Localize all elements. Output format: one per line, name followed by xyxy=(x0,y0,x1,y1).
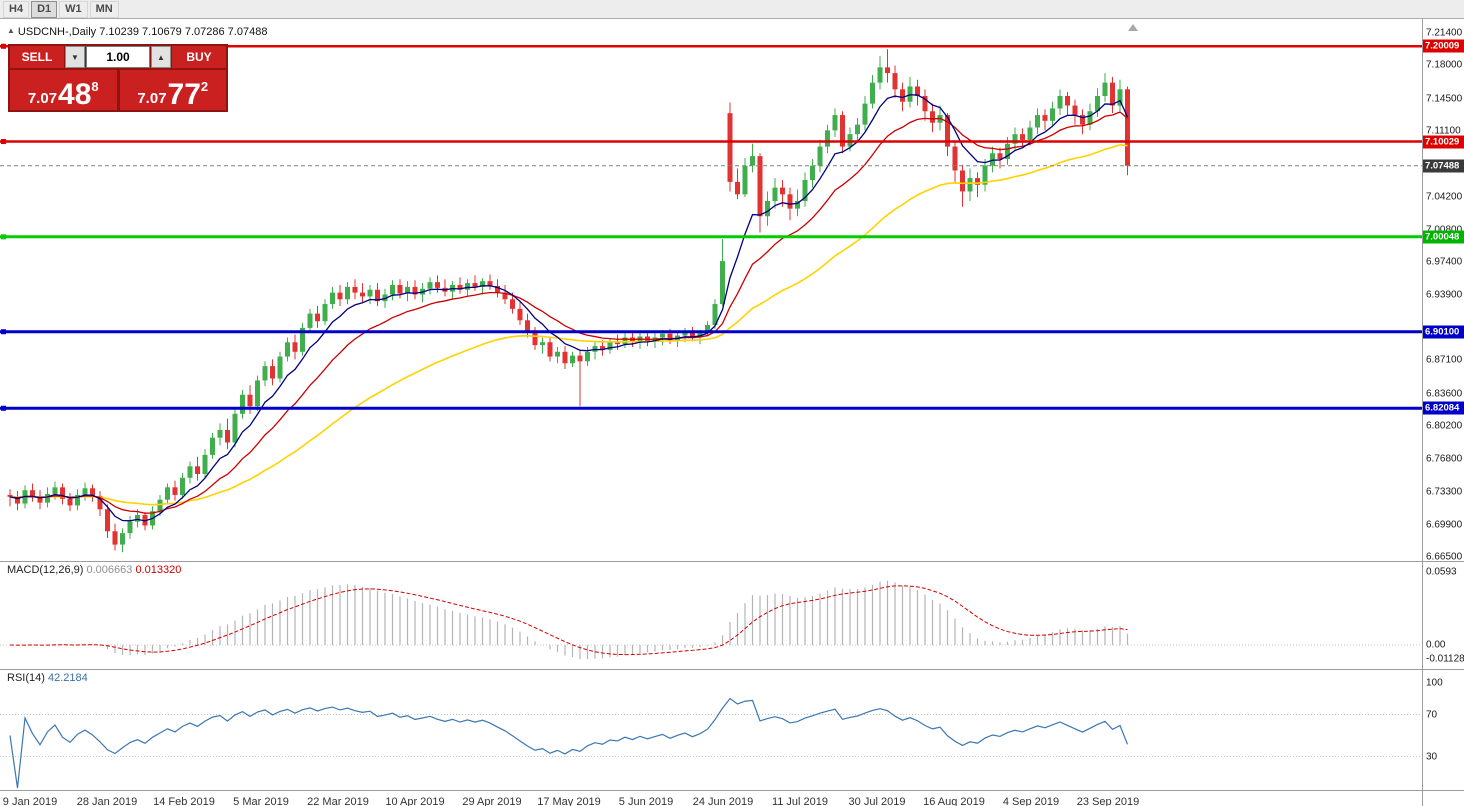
ma-fast-line xyxy=(9,94,1129,522)
candles-group xyxy=(7,49,1130,553)
lot-decrease-button[interactable]: ▼ xyxy=(65,46,85,68)
ohlc-values: 7.10239 7.10679 7.07286 7.07488 xyxy=(99,26,268,38)
buy-price-button[interactable]: 7.07 77 2 xyxy=(119,70,226,111)
timeframe-toolbar: H4 D1 W1 MN xyxy=(0,0,1464,19)
macd-main-value: 0.006663 xyxy=(86,564,133,576)
collapse-trade-panel-icon[interactable]: ▲ xyxy=(7,26,15,35)
macd-signal-value: 0.013320 xyxy=(135,564,182,576)
ma-mid-line xyxy=(9,111,1128,514)
one-click-trading-panel: SELL ▼ 1.00 ▲ BUY 7.07 48 8 7.07 77 2 xyxy=(8,44,228,112)
buy-price-base: 7.07 xyxy=(137,89,167,107)
macd-indicator-label: MACD(12,26,9) 0.006663 0.013320 xyxy=(7,564,181,576)
rsi-value: 42.2184 xyxy=(47,672,88,684)
horizontal-lines-group[interactable] xyxy=(0,43,1422,411)
buy-button[interactable]: BUY xyxy=(172,46,226,68)
macd-signal-line xyxy=(9,585,1128,656)
chart-title: ▲ USDCNH-,Daily 7.10239 7.10679 7.07286 7… xyxy=(7,26,267,38)
pane-dividers xyxy=(0,19,1464,806)
chevron-up-icon: ▲ xyxy=(157,52,165,62)
symbol-period-label: USDCNH-,Daily xyxy=(17,26,97,38)
ma-slow-line xyxy=(9,143,1128,506)
timeframe-button-w1[interactable]: W1 xyxy=(59,0,88,18)
sell-price-point: 8 xyxy=(91,79,99,94)
lot-size-input[interactable]: 1.00 xyxy=(86,46,150,68)
sell-price-pips: 48 xyxy=(58,77,92,111)
sell-price-base: 7.07 xyxy=(27,89,58,107)
rsi-line xyxy=(9,697,1129,789)
timeframe-button-h4[interactable]: H4 xyxy=(3,0,30,18)
main-price-pane xyxy=(7,49,1130,553)
rsi-pane xyxy=(0,697,1422,789)
timeframe-button-d1[interactable]: D1 xyxy=(31,0,58,18)
sell-button[interactable]: SELL xyxy=(10,46,64,68)
buy-price-pips: 77 xyxy=(167,77,201,111)
buy-price-point: 2 xyxy=(200,79,209,94)
macd-pane xyxy=(0,580,1422,660)
lot-increase-button[interactable]: ▲ xyxy=(151,46,171,68)
rsi-indicator-label: RSI(14) 42.2184 xyxy=(7,672,88,684)
sell-price-button[interactable]: 7.07 48 8 xyxy=(10,70,117,110)
timeframe-button-mn[interactable]: MN xyxy=(89,0,119,18)
chevron-down-icon: ▼ xyxy=(71,52,79,62)
rsi-name: RSI(14) xyxy=(7,672,45,684)
chart-shift-marker[interactable] xyxy=(1128,24,1138,31)
macd-name: MACD(12,26,9) xyxy=(7,564,84,576)
